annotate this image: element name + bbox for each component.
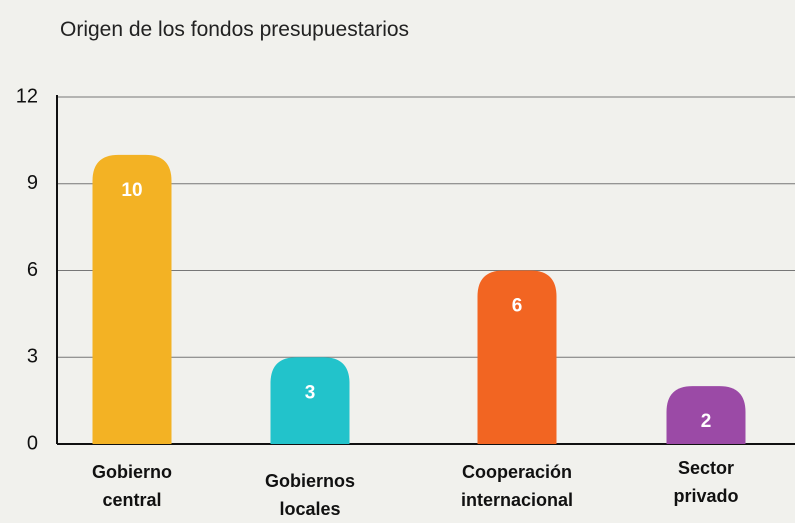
- bar: [92, 154, 172, 445]
- bar: [666, 386, 746, 444]
- bar: [477, 270, 557, 444]
- x-tick-label: Cooperación internacional: [460, 462, 574, 510]
- value-label: 10: [121, 180, 142, 201]
- y-tick-label: 0: [27, 432, 38, 454]
- x-tick-label: Gobierno central: [92, 462, 172, 510]
- y-tick-label: 3: [27, 346, 38, 368]
- chart-title: Origen de los fondos presupuestarios: [60, 18, 410, 41]
- bar: [270, 357, 350, 444]
- value-label: 6: [512, 296, 523, 317]
- value-label: 2: [701, 411, 712, 432]
- y-tick-label: 12: [16, 85, 38, 107]
- x-tick-label: Gobiernos locales: [264, 471, 355, 519]
- y-tick-label: 6: [27, 259, 38, 281]
- y-tick-label: 9: [27, 172, 38, 194]
- x-tick-label: Sector privado: [673, 458, 739, 506]
- value-label: 3: [305, 382, 316, 403]
